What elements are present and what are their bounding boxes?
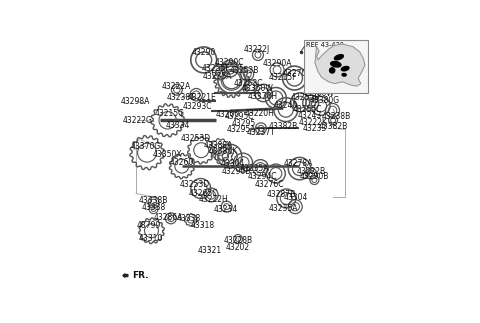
Text: 43237T: 43237T [247,128,276,137]
Text: 43380K: 43380K [208,147,238,156]
Text: 43287B: 43287B [266,191,296,199]
Text: 43310: 43310 [139,234,163,244]
Text: 43234: 43234 [214,205,238,214]
Text: 43321: 43321 [198,246,222,255]
Polygon shape [315,44,365,86]
Text: 43255B: 43255B [291,93,320,102]
Text: 43215F: 43215F [269,73,298,82]
Text: 43200: 43200 [216,110,240,119]
Text: 43240: 43240 [274,101,298,110]
Text: 43298A: 43298A [120,97,150,106]
Text: 43338B: 43338B [139,196,168,205]
Text: 43265C: 43265C [189,189,218,198]
Text: 43290B: 43290B [222,167,251,176]
Text: 43388A: 43388A [204,141,233,150]
Text: 43338: 43338 [176,214,201,223]
Text: 43338: 43338 [141,203,166,212]
Ellipse shape [341,67,349,71]
Text: 43290C: 43290C [215,58,245,67]
Bar [304,40,368,93]
Text: 43222J: 43222J [244,46,270,55]
Text: 43290A: 43290A [263,59,292,68]
Text: 43253D: 43253D [180,134,211,143]
Text: 43290: 43290 [192,48,216,57]
Text: 48799: 48799 [137,221,161,230]
Text: 43295A: 43295A [227,125,256,134]
Text: 43222A: 43222A [162,82,191,91]
Text: 43253B: 43253B [230,66,260,75]
FancyArrow shape [123,274,128,277]
Text: 43276C: 43276C [254,180,284,189]
Text: 43278A: 43278A [284,159,313,168]
Text: 43233: 43233 [303,124,327,133]
Text: 43220H: 43220H [245,109,275,118]
Text: 43286A: 43286A [154,213,183,222]
Text: 43228B: 43228B [224,236,252,245]
Text: 43380G: 43380G [310,96,340,105]
Text: 43290B: 43290B [300,172,329,181]
Text: 43202: 43202 [226,243,250,252]
Text: 43350X: 43350X [152,150,182,159]
Text: 43222K: 43222K [299,118,328,127]
Text: 43382B: 43382B [319,122,348,131]
Text: 43215G: 43215G [155,109,185,118]
Text: 43238B: 43238B [322,112,351,121]
Ellipse shape [342,73,346,76]
Text: 43253D: 43253D [180,180,210,189]
Text: 43370H: 43370H [248,92,278,101]
Text: 43221E: 43221E [188,93,216,102]
Text: 43235A: 43235A [240,164,269,173]
Ellipse shape [331,61,341,67]
Text: 43293C: 43293C [183,102,212,111]
Text: 43238T: 43238T [167,93,195,102]
Text: 43360W: 43360W [303,89,335,99]
Text: 43294C: 43294C [247,172,277,181]
Text: 43304: 43304 [221,159,245,168]
Text: REF 43-430: REF 43-430 [306,42,344,48]
Text: 43260: 43260 [170,158,194,167]
Text: 43295: 43295 [231,119,256,128]
Text: 43235A: 43235A [202,72,232,81]
Text: 43222G: 43222G [123,116,153,125]
Text: 43295C: 43295C [225,112,254,121]
Text: 43318: 43318 [191,221,215,230]
Text: 43235A: 43235A [269,204,299,213]
Text: FR.: FR. [132,271,149,279]
Text: 43350W: 43350W [242,84,274,93]
Text: 43222H: 43222H [199,195,228,204]
Text: 43334: 43334 [166,121,190,130]
Text: 43243: 43243 [297,111,322,120]
Text: 43304: 43304 [284,193,309,202]
Text: 43370G: 43370G [131,142,161,151]
Text: 43255F: 43255F [201,64,230,73]
Text: 43253C: 43253C [234,78,263,88]
Text: 43270: 43270 [282,69,307,78]
Text: 43222B: 43222B [297,167,326,176]
Ellipse shape [330,68,335,73]
Text: 43255C: 43255C [293,105,323,114]
Ellipse shape [335,55,343,60]
Text: 43382B: 43382B [269,122,298,131]
